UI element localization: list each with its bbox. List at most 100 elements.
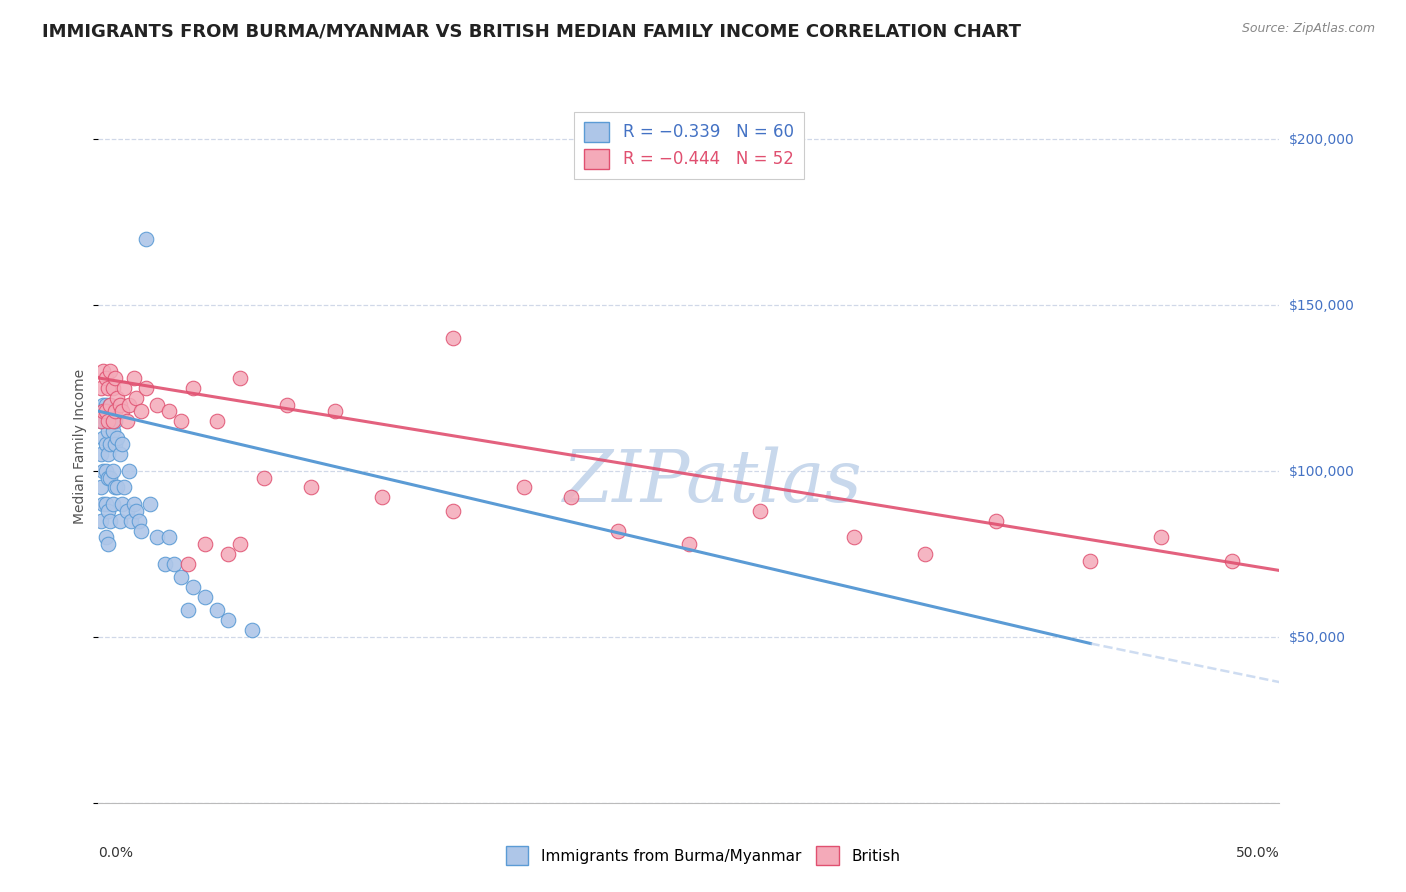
- Point: [91, 404, 114, 418]
- Text: IMMIGRANTS FROM BURMA/MYANMAR VS BRITISH MEDIAN FAMILY INCOME CORRELATION CHART: IMMIGRANTS FROM BURMA/MYANMAR VS BRITISH…: [42, 22, 1021, 40]
- Point: [97, 381, 120, 395]
- Text: 50.0%: 50.0%: [1236, 846, 1279, 860]
- Point: [104, 437, 127, 451]
- Point: [135, 231, 157, 245]
- Point: [146, 530, 169, 544]
- Point: [139, 497, 162, 511]
- Point: [512, 481, 534, 495]
- Point: [299, 481, 322, 495]
- Legend: Immigrants from Burma/Myanmar, British: Immigrants from Burma/Myanmar, British: [499, 840, 907, 871]
- Point: [98, 470, 121, 484]
- Point: [98, 364, 121, 378]
- Point: [91, 364, 114, 378]
- Point: [181, 580, 204, 594]
- Point: [118, 397, 141, 411]
- Point: [115, 414, 138, 428]
- Point: [125, 391, 148, 405]
- Point: [170, 570, 193, 584]
- Point: [101, 381, 124, 395]
- Point: [97, 537, 120, 551]
- Point: [157, 404, 180, 418]
- Point: [98, 414, 121, 428]
- Point: [276, 397, 298, 411]
- Point: [217, 547, 239, 561]
- Point: [205, 414, 228, 428]
- Point: [194, 590, 217, 604]
- Point: [94, 414, 117, 428]
- Text: Source: ZipAtlas.com: Source: ZipAtlas.com: [1241, 22, 1375, 36]
- Point: [108, 514, 131, 528]
- Point: [678, 537, 700, 551]
- Point: [90, 481, 112, 495]
- Point: [94, 371, 117, 385]
- Point: [90, 414, 112, 428]
- Point: [111, 404, 134, 418]
- Point: [560, 491, 582, 505]
- Point: [94, 397, 117, 411]
- Point: [94, 437, 117, 451]
- Point: [101, 414, 124, 428]
- Point: [441, 504, 464, 518]
- Point: [748, 504, 770, 518]
- Point: [170, 414, 193, 428]
- Point: [97, 424, 120, 438]
- Point: [153, 557, 176, 571]
- Point: [844, 530, 866, 544]
- Point: [97, 414, 120, 428]
- Point: [105, 391, 128, 405]
- Point: [104, 414, 127, 428]
- Point: [177, 557, 200, 571]
- Point: [205, 603, 228, 617]
- Point: [91, 464, 114, 478]
- Point: [157, 530, 180, 544]
- Point: [125, 504, 148, 518]
- Point: [97, 404, 120, 418]
- Point: [118, 464, 141, 478]
- Point: [229, 371, 252, 385]
- Point: [607, 524, 630, 538]
- Text: 0.0%: 0.0%: [98, 846, 134, 860]
- Point: [128, 514, 150, 528]
- Point: [98, 514, 121, 528]
- Point: [371, 491, 394, 505]
- Point: [98, 397, 121, 411]
- Point: [112, 481, 135, 495]
- Point: [91, 414, 114, 428]
- Point: [108, 447, 131, 461]
- Point: [1150, 530, 1173, 544]
- Point: [441, 331, 464, 345]
- Point: [101, 464, 124, 478]
- Point: [240, 624, 263, 638]
- Point: [105, 481, 128, 495]
- Point: [94, 530, 117, 544]
- Point: [146, 397, 169, 411]
- Point: [90, 514, 112, 528]
- Point: [181, 381, 204, 395]
- Point: [1080, 553, 1102, 567]
- Point: [108, 397, 131, 411]
- Point: [94, 404, 117, 418]
- Legend: R = −0.339   N = 60, R = −0.444   N = 52: R = −0.339 N = 60, R = −0.444 N = 52: [574, 112, 804, 179]
- Point: [129, 404, 152, 418]
- Point: [914, 547, 936, 561]
- Point: [97, 470, 120, 484]
- Point: [121, 514, 143, 528]
- Point: [101, 424, 124, 438]
- Point: [122, 371, 145, 385]
- Point: [97, 504, 120, 518]
- Point: [194, 537, 217, 551]
- Point: [97, 447, 120, 461]
- Point: [101, 404, 124, 418]
- Point: [253, 470, 276, 484]
- Point: [135, 381, 157, 395]
- Point: [129, 524, 152, 538]
- Point: [111, 437, 134, 451]
- Point: [101, 497, 124, 511]
- Point: [90, 381, 112, 395]
- Point: [91, 431, 114, 445]
- Point: [115, 504, 138, 518]
- Point: [91, 497, 114, 511]
- Point: [229, 537, 252, 551]
- Point: [94, 464, 117, 478]
- Point: [1220, 553, 1243, 567]
